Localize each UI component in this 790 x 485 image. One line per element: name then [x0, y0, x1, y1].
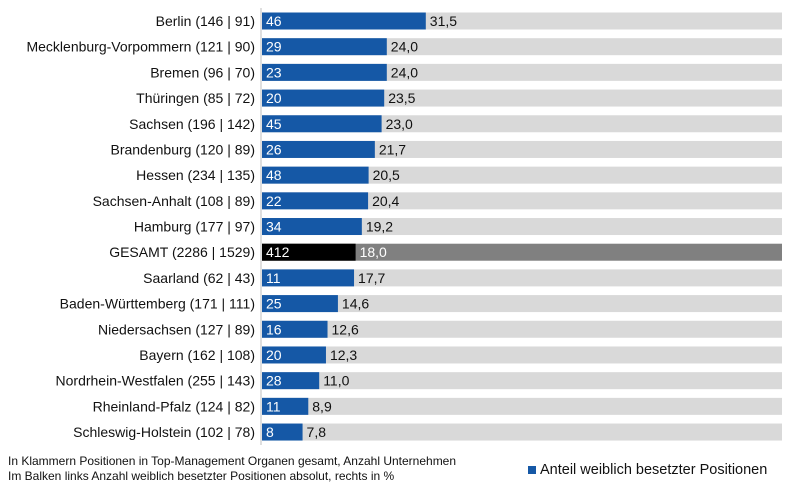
count-label: 11 [266, 270, 281, 286]
bar [262, 320, 328, 338]
legend-swatch [528, 466, 536, 474]
bar [262, 166, 369, 184]
category-label: Brandenburg (120 | 89) [110, 141, 255, 157]
value-label: 31,5 [430, 13, 457, 29]
count-label: 46 [266, 13, 282, 29]
category-label: Bremen (96 | 70) [150, 64, 255, 80]
category-label: Berlin (146 | 91) [156, 13, 255, 29]
value-label: 12,6 [332, 321, 359, 337]
bar [262, 89, 385, 107]
count-label: 11 [266, 398, 281, 414]
bar [262, 115, 382, 133]
background-bar [262, 346, 782, 364]
value-label: 23,0 [386, 116, 413, 132]
bar [262, 295, 338, 313]
background-bar [262, 63, 782, 81]
bar [262, 218, 362, 236]
bar-chart: Berlin (146 | 91) 46 31,5 Mecklenburg-Vorpo… [26, 8, 782, 445]
value-label: 11,0 [323, 373, 349, 389]
bar [262, 140, 375, 158]
bar [262, 63, 387, 81]
background-bar [262, 166, 782, 184]
count-label: 22 [266, 193, 282, 209]
category-label: Bayern (162 | 108) [139, 347, 255, 363]
footnote-line-2: Im Balken links Anzahl weiblich besetzte… [8, 469, 395, 483]
value-label: 8,9 [312, 398, 332, 414]
background-bar [262, 140, 782, 158]
count-label: 26 [266, 141, 282, 157]
value-label: 14,6 [342, 296, 369, 312]
bar [262, 372, 320, 390]
count-label: 28 [266, 373, 282, 389]
category-label: GESAMT (2286 | 1529) [109, 244, 255, 260]
category-label: Niedersachsen (127 | 89) [98, 321, 255, 337]
count-label: 20 [266, 347, 282, 363]
category-label: Saarland (62 | 43) [143, 270, 255, 286]
footnote-line-1: In Klammern Positionen in Top-Management… [8, 454, 457, 468]
background-bar [262, 192, 782, 210]
legend: Anteil weiblich besetzter Positionen [528, 462, 767, 478]
value-label: 20,4 [372, 193, 399, 209]
background-bar [262, 243, 782, 261]
background-bar [262, 320, 782, 338]
background-bar [262, 218, 782, 236]
category-label: Nordrhein-Westfalen (255 | 143) [56, 373, 255, 389]
bar [262, 192, 369, 210]
value-label: 23,5 [388, 90, 415, 106]
category-label: Rheinland-Pfalz (124 | 82) [93, 398, 255, 414]
count-label: 45 [266, 116, 282, 132]
background-bar [262, 269, 782, 287]
category-label: Sachsen-Anhalt (108 | 89) [93, 193, 255, 209]
count-label: 8 [266, 424, 274, 440]
footnote: In Klammern Positionen in Top-Management… [8, 454, 456, 484]
legend-label: Anteil weiblich besetzter Positionen [540, 462, 768, 478]
count-label: 34 [266, 219, 282, 235]
value-label: 17,7 [358, 270, 385, 286]
category-label: Schleswig-Holstein (102 | 78) [73, 424, 255, 440]
background-bar [262, 89, 782, 107]
count-label: 412 [266, 244, 290, 260]
count-label: 16 [266, 321, 282, 337]
background-bar [262, 372, 782, 390]
bar [262, 38, 387, 56]
category-label: Sachsen (196 | 142) [129, 116, 255, 132]
background-bar [262, 115, 782, 133]
count-label: 20 [266, 90, 282, 106]
value-label: 24,0 [391, 64, 418, 80]
value-label: 20,5 [373, 167, 400, 183]
bar [262, 12, 426, 30]
count-label: 29 [266, 39, 282, 55]
category-label: Hamburg (177 | 97) [134, 219, 255, 235]
bar [262, 243, 356, 261]
background-bar [262, 38, 782, 56]
background-bar [262, 423, 782, 441]
bar [262, 397, 309, 415]
background-bar [262, 397, 782, 415]
bar [262, 269, 355, 287]
background-bar [262, 295, 782, 313]
category-label: Hessen (234 | 135) [136, 167, 255, 183]
category-label: Baden-Württemberg (171 | 111) [60, 296, 255, 312]
value-label: 24,0 [391, 39, 418, 55]
value-label: 21,7 [379, 141, 406, 157]
value-label: 18,0 [360, 244, 387, 260]
bar [262, 423, 303, 441]
value-label: 7,8 [307, 424, 327, 440]
value-label: 19,2 [366, 219, 393, 235]
count-label: 23 [266, 64, 282, 80]
count-label: 48 [266, 167, 282, 183]
value-label: 12,3 [330, 347, 357, 363]
count-label: 25 [266, 296, 282, 312]
bar [262, 346, 326, 364]
category-label: Mecklenburg-Vorpommern (121 | 90) [26, 39, 255, 55]
category-label: Thüringen (85 | 72) [136, 90, 255, 106]
